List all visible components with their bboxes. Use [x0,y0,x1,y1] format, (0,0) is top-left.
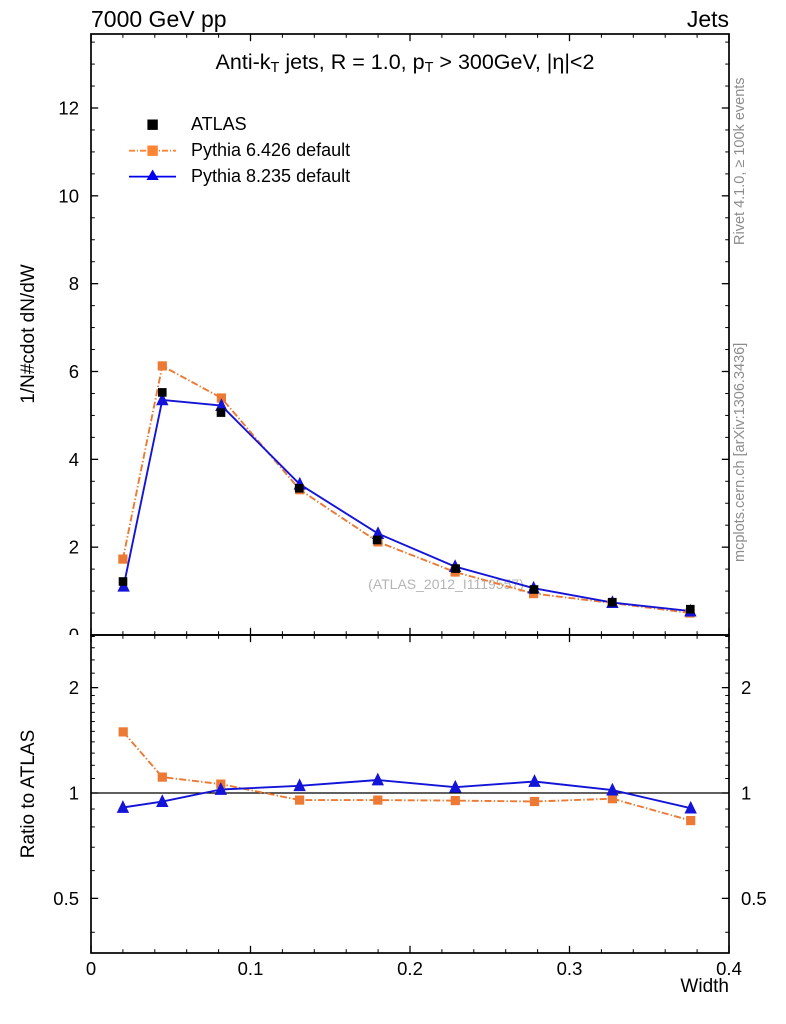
svg-text:7000 GeV pp: 7000 GeV pp [91,6,227,32]
svg-text:0: 0 [86,958,96,979]
svg-text:2: 2 [69,537,79,558]
svg-text:1: 1 [69,783,79,804]
svg-text:Jets: Jets [687,6,729,32]
svg-text:ATLAS: ATLAS [191,114,247,134]
svg-text:2: 2 [741,677,751,698]
svg-text:0.5: 0.5 [741,888,767,909]
svg-text:Pythia 6.426 default: Pythia 6.426 default [191,140,350,160]
svg-text:mcplots.cern.ch [arXiv:1306.34: mcplots.cern.ch [arXiv:1306.3436] [732,343,748,562]
svg-text:4: 4 [69,449,79,470]
svg-text:Pythia 8.235 default: Pythia 8.235 default [191,166,350,186]
svg-text:12: 12 [58,98,79,119]
svg-text:0.1: 0.1 [238,958,264,979]
svg-text:0.3: 0.3 [557,958,583,979]
svg-text:8: 8 [69,273,79,294]
svg-text:2: 2 [69,677,79,698]
svg-text:10: 10 [58,185,79,206]
svg-text:1/N#cdot dN/dW: 1/N#cdot dN/dW [18,264,39,403]
svg-text:0.2: 0.2 [397,958,423,979]
svg-text:0.5: 0.5 [53,888,79,909]
svg-text:Rivet 4.1.0, ≥ 100k events: Rivet 4.1.0, ≥ 100k events [732,77,748,245]
svg-text:Ratio to ATLAS: Ratio to ATLAS [18,730,39,859]
svg-text:0.4: 0.4 [716,958,742,979]
svg-text:1: 1 [741,783,751,804]
svg-text:Width: Width [680,976,729,997]
svg-text:6: 6 [69,361,79,382]
